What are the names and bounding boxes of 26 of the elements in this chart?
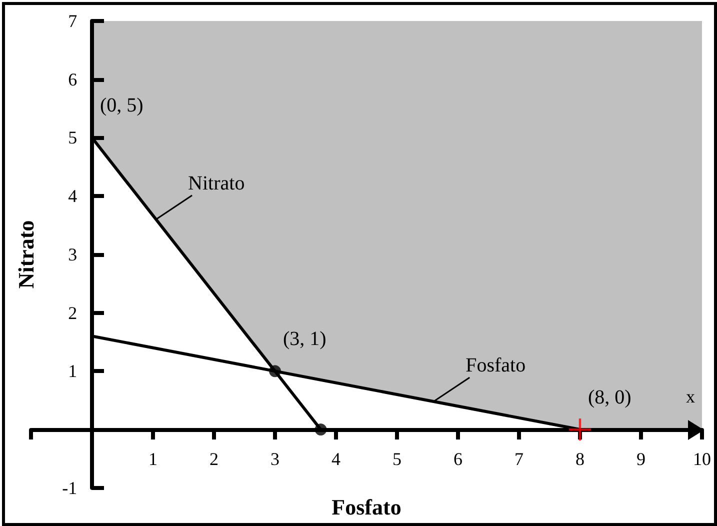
y-tick-label: 7	[68, 11, 78, 31]
x-tick-label: 4	[332, 449, 340, 469]
x-tick-label: 6	[454, 449, 462, 469]
annotation: (0, 5)	[100, 94, 144, 117]
series-label: Fosfato	[466, 354, 526, 377]
x-tick-label: 2	[210, 449, 218, 469]
x-tick-label: 9	[636, 449, 646, 469]
x-tick-label: 7	[514, 449, 524, 469]
x-tick-label: 10	[693, 449, 711, 469]
y-tick-label: -1	[62, 478, 78, 498]
x-tick-label: 1	[148, 449, 158, 469]
x-axis-title: Fosfato	[332, 494, 402, 520]
text: Nitrato	[188, 172, 245, 194]
annotation: (3, 1)	[283, 328, 326, 350]
y-tick-label: 3	[68, 244, 78, 264]
y-tick-label: 5	[68, 128, 78, 148]
x-tick-label: 8	[576, 449, 584, 469]
annotation: (8, 0)	[588, 386, 632, 409]
x-tick-label: 3	[270, 449, 280, 469]
x-tick-label: 5	[392, 449, 402, 469]
y-tick-label: 4	[68, 186, 78, 206]
y-tick-label: 2	[68, 302, 78, 323]
annotation: x	[686, 386, 695, 407]
y-tick-label: 1	[68, 361, 78, 382]
y-axis-title: Nitrato	[14, 220, 39, 289]
y-tick-label: 6	[68, 69, 78, 90]
